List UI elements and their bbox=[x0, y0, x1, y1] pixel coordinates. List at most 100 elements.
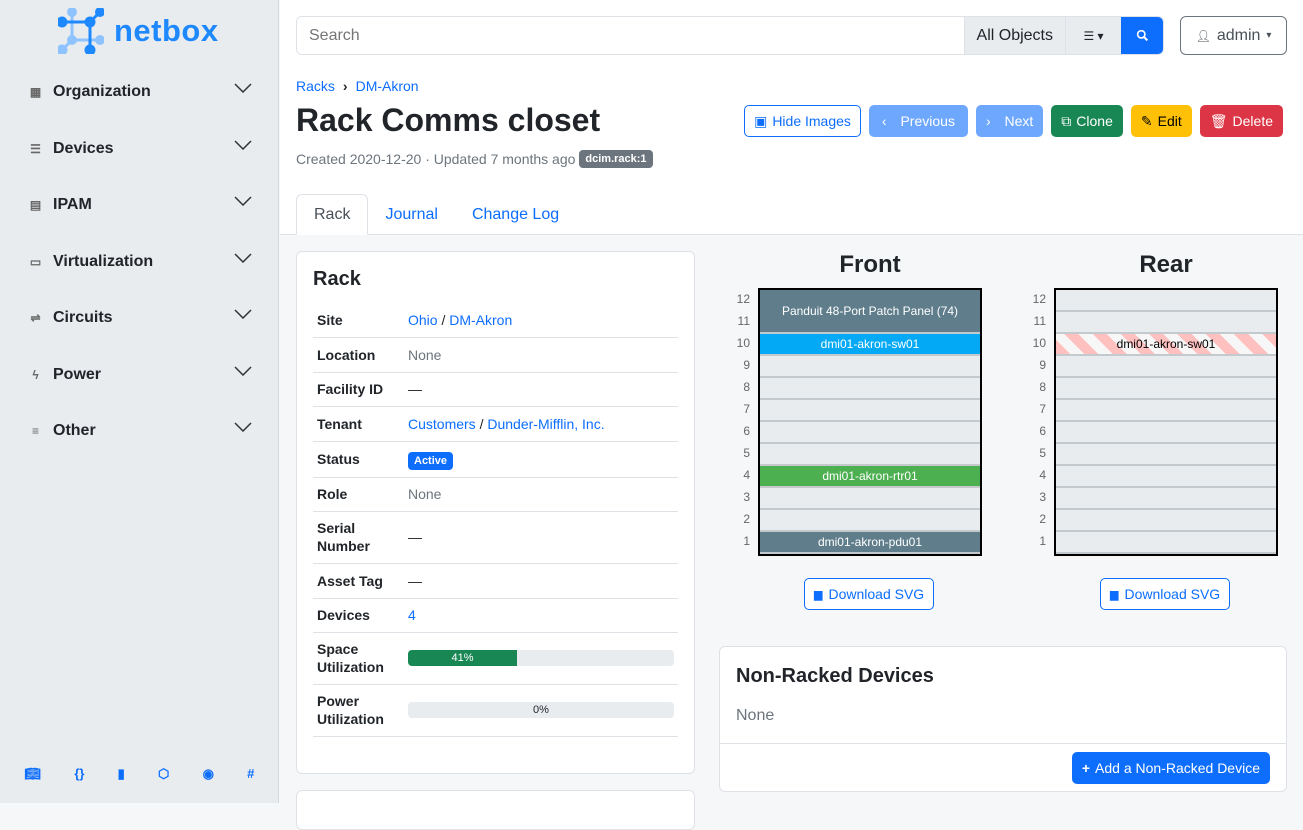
delete-button[interactable]: 🗑︎ Delete bbox=[1199, 105, 1283, 137]
breadcrumb-site[interactable]: DM-Akron bbox=[355, 78, 419, 94]
empty-rack-unit[interactable] bbox=[1056, 510, 1276, 532]
site-link[interactable]: DM-Akron bbox=[449, 311, 513, 328]
empty-rack-unit[interactable] bbox=[1056, 466, 1276, 488]
sidebar-item-organization[interactable]: ▦ Organization bbox=[28, 77, 252, 107]
label-facility: Facility ID bbox=[313, 372, 404, 407]
previous-button[interactable]: ‹ Previous bbox=[868, 105, 968, 137]
empty-rack-unit[interactable] bbox=[1056, 356, 1276, 378]
brand-name: netbox bbox=[114, 13, 219, 48]
rack-front-elevation: Panduit 48-Port Patch Panel (74) dmi01-ak… bbox=[758, 288, 982, 556]
space-utilization-bar: 41% bbox=[408, 650, 674, 666]
non-racked-value: None bbox=[736, 707, 775, 724]
empty-rack-unit[interactable] bbox=[760, 356, 980, 378]
sidebar-item-power[interactable]: ϟ Power bbox=[28, 360, 252, 390]
card-title: Rack bbox=[313, 268, 361, 290]
slack-icon[interactable]: # bbox=[247, 766, 255, 781]
rack-device[interactable]: dmi01-akron-sw01 bbox=[760, 334, 980, 356]
search-button[interactable] bbox=[1121, 17, 1163, 54]
status-badge: Active bbox=[408, 452, 454, 470]
filter-dropdown-button[interactable]: ☰ ▾ bbox=[1065, 17, 1121, 54]
building-icon: ▦ bbox=[29, 85, 42, 99]
value-role: None bbox=[404, 477, 678, 512]
card-title: Non-Racked Devices bbox=[736, 665, 934, 687]
chevron-down-icon bbox=[234, 140, 252, 150]
sidebar-item-label: IPAM bbox=[53, 196, 92, 213]
add-non-racked-device-button[interactable]: + Add a Non-Racked Device bbox=[1071, 752, 1270, 784]
rack-device[interactable]: dmi01-akron-sw01 bbox=[1056, 334, 1276, 356]
empty-rack-unit[interactable] bbox=[1056, 532, 1276, 554]
empty-rack-unit[interactable] bbox=[1056, 444, 1276, 466]
devices-count-link[interactable]: 4 bbox=[408, 607, 416, 623]
object-type-select[interactable]: All Objects bbox=[963, 17, 1065, 54]
search-input[interactable] bbox=[297, 17, 964, 54]
pencil-icon: ✎ bbox=[1140, 112, 1153, 129]
empty-rack-unit[interactable] bbox=[760, 378, 980, 400]
monitor-icon: ▭ bbox=[29, 255, 42, 269]
github-icon[interactable]: ◉ bbox=[202, 766, 214, 781]
trash-icon: 🗑︎ bbox=[1209, 112, 1228, 129]
created-updated: Created 2020-12-20 · Updated 7 months ag… bbox=[296, 151, 576, 167]
unit-label: 12 bbox=[1032, 292, 1046, 306]
sidebar-item-virtualization[interactable]: ▭ Virtualization bbox=[28, 247, 252, 277]
empty-rack-unit[interactable] bbox=[760, 488, 980, 510]
sidebar-item-label: Other bbox=[53, 422, 96, 439]
download-front-svg-button[interactable]: ▆ Download SVG bbox=[804, 578, 935, 610]
breadcrumb-racks[interactable]: Racks bbox=[296, 78, 335, 94]
sidebar-item-other[interactable]: ≡ Other bbox=[28, 416, 252, 446]
empty-rack-unit[interactable] bbox=[1056, 312, 1276, 334]
label-serial: Serial Number bbox=[313, 511, 404, 564]
region-link[interactable]: Ohio bbox=[408, 311, 438, 328]
empty-rack-unit[interactable] bbox=[1056, 378, 1276, 400]
tab-rack[interactable]: Rack bbox=[296, 194, 369, 235]
bookmark-icon[interactable]: ▮ bbox=[117, 766, 125, 781]
filter-icon: ☰ ▾ bbox=[1083, 28, 1104, 43]
file-icon: ▆ bbox=[814, 588, 823, 601]
sidebar-item-label: Power bbox=[53, 366, 102, 383]
graphql-icon[interactable]: ⬡ bbox=[158, 766, 170, 781]
unit-label: 5 bbox=[1039, 446, 1046, 460]
sidebar-item-circuits[interactable]: ⇌ Circuits bbox=[28, 303, 252, 333]
empty-rack-unit[interactable] bbox=[1056, 400, 1276, 422]
clone-button[interactable]: ⧉ Clone bbox=[1051, 105, 1123, 137]
unit-label: 10 bbox=[1032, 336, 1046, 350]
empty-rack-unit[interactable] bbox=[1056, 488, 1276, 510]
space-utilization-fill: 41% bbox=[408, 650, 518, 666]
api-braces-icon[interactable]: {} bbox=[74, 766, 85, 781]
next-button[interactable]: › Next bbox=[975, 105, 1044, 137]
user-menu-button[interactable]: 👤︎ admin ▾ bbox=[1180, 16, 1287, 55]
netbox-logo[interactable]: netbox bbox=[58, 8, 219, 54]
sidebar-item-ipam[interactable]: ▤ IPAM bbox=[28, 190, 252, 220]
power-utilization-label: 0% bbox=[533, 704, 549, 716]
empty-rack-unit[interactable] bbox=[1056, 422, 1276, 444]
chevron-right-icon: › bbox=[342, 78, 348, 94]
page-title: Rack Comms closet bbox=[296, 102, 601, 138]
tab-change-log[interactable]: Change Log bbox=[471, 205, 560, 223]
empty-rack-unit[interactable] bbox=[760, 422, 980, 444]
sidebar-item-label: Virtualization bbox=[53, 253, 154, 270]
chevron-down-icon bbox=[234, 309, 252, 319]
empty-rack-unit[interactable] bbox=[760, 510, 980, 532]
hide-images-button[interactable]: ▣ Hide Images bbox=[744, 105, 861, 137]
rack-device[interactable]: dmi01-akron-pdu01 bbox=[760, 532, 980, 554]
tenant-link[interactable]: Dunder-Mifflin, Inc. bbox=[487, 415, 605, 432]
empty-rack-unit[interactable] bbox=[760, 400, 980, 422]
empty-rack-unit[interactable] bbox=[1056, 290, 1276, 312]
label: Previous bbox=[900, 113, 955, 129]
edit-button[interactable]: ✎ Edit bbox=[1130, 105, 1192, 137]
search-icon bbox=[1136, 29, 1148, 42]
non-racked-devices-card: Non-Racked Devices None + Add a Non-Racke… bbox=[719, 646, 1287, 792]
tab-journal[interactable]: Journal bbox=[385, 205, 438, 223]
rack-device[interactable]: Panduit 48-Port Patch Panel (74) bbox=[760, 290, 980, 334]
rear-title: Rear bbox=[1139, 251, 1193, 278]
book-icon[interactable]: 📖︎ bbox=[24, 766, 42, 781]
username: admin bbox=[1216, 26, 1261, 44]
sidebar-item-label: Organization bbox=[53, 83, 151, 100]
rack-device[interactable]: dmi01-akron-rtr01 bbox=[760, 466, 980, 488]
tenant-group-link[interactable]: Customers bbox=[408, 415, 476, 432]
plus-icon: + bbox=[1081, 760, 1091, 776]
label-location: Location bbox=[313, 337, 404, 373]
sidebar-item-devices[interactable]: ☰ Devices bbox=[28, 134, 252, 164]
download-rear-svg-button[interactable]: ▆ Download SVG bbox=[1100, 578, 1231, 610]
empty-rack-unit[interactable] bbox=[760, 444, 980, 466]
breadcrumb: Racks › DM-Akron bbox=[296, 78, 419, 94]
